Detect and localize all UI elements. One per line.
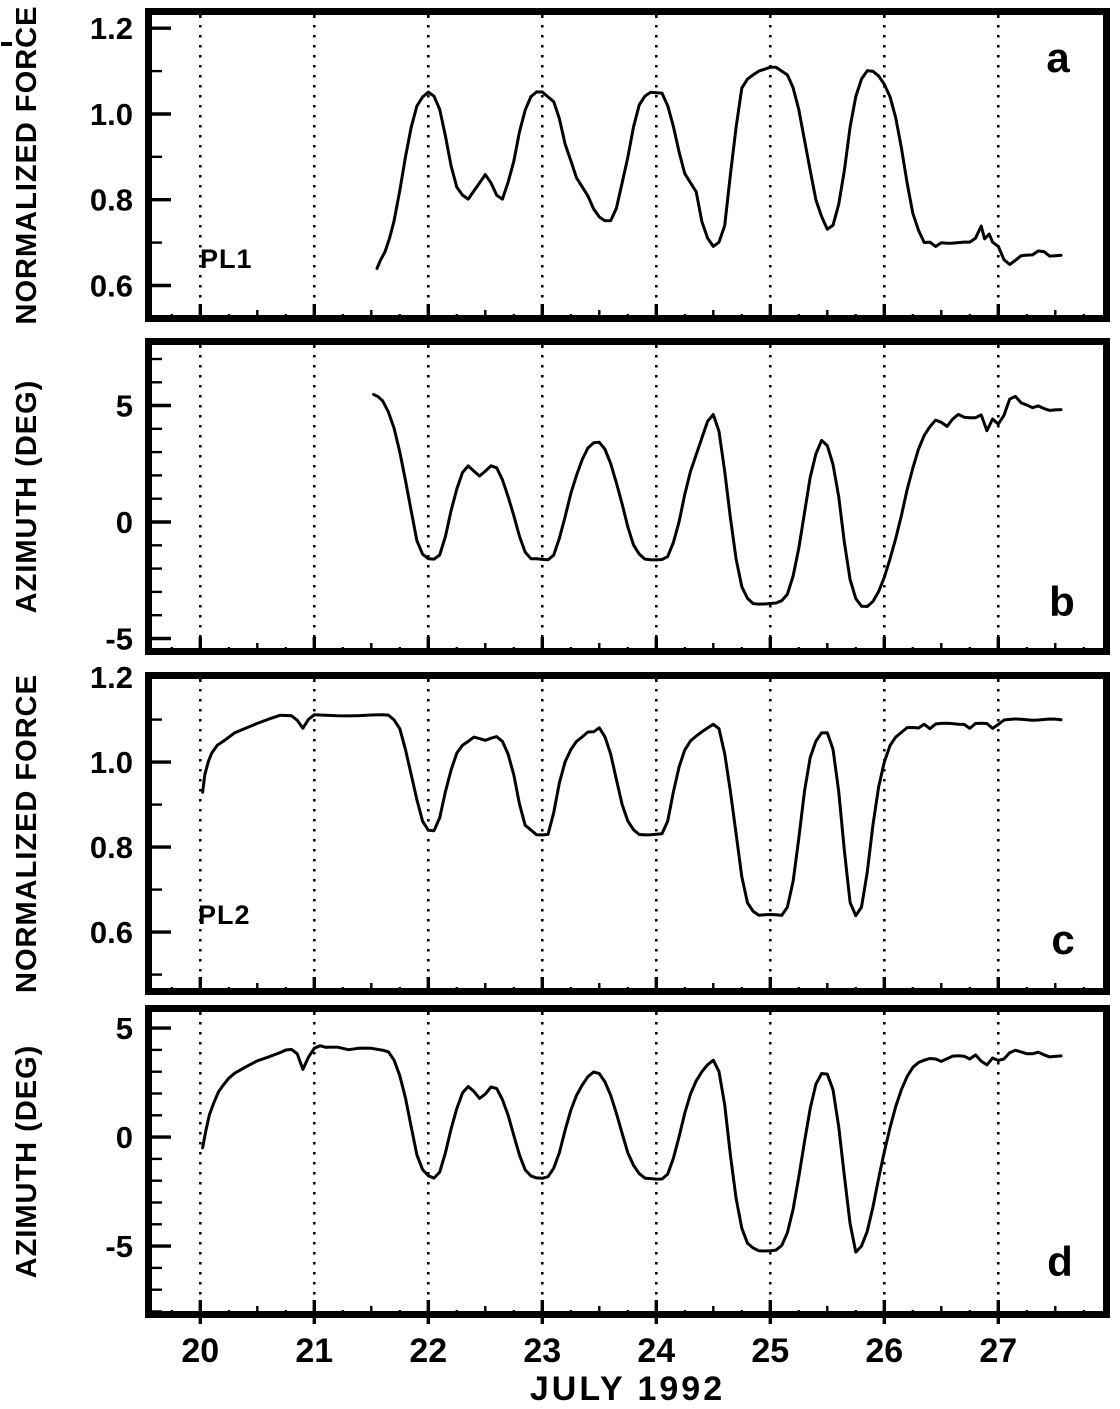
- y-axis-title-d: AZIMUTH (DEG): [11, 1045, 43, 1279]
- panel-b-frame: [145, 338, 1110, 655]
- panel-letter-a: a: [1046, 34, 1070, 81]
- y-tick-label: 0.6: [90, 915, 133, 950]
- y-tick-label: 5: [116, 1011, 133, 1046]
- panel-d: 5 0 -5 d AZIMUTH (DEG): [11, 1005, 1110, 1324]
- x-tick-label-26: 26: [865, 1332, 904, 1370]
- panel-c-frame: [145, 672, 1110, 995]
- y-tick-label: 5: [116, 389, 133, 424]
- pl2-c-curve: [201, 713, 1063, 918]
- y-tick-label: 1.2: [90, 11, 133, 46]
- y-tick-label: 1.0: [90, 745, 133, 780]
- y-tick-label: 0.8: [90, 183, 133, 218]
- y-tick-label: 0.6: [90, 269, 133, 304]
- y-axis-title-c: NORMALIZED FORCE: [11, 674, 43, 993]
- y-axis-title-b: AZIMUTH (DEG): [11, 380, 43, 614]
- scan-artifact-mark: [1, 42, 12, 46]
- pl1-a-curve: [375, 65, 1063, 270]
- x-tick-label-20: 20: [181, 1332, 220, 1370]
- x-axis-title: JULY 1992: [529, 1370, 726, 1408]
- panel-b: 5 0 -5 b AZIMUTH (DEG): [11, 338, 1110, 657]
- pl1-b-curve: [372, 392, 1063, 608]
- y-tick-label: 1.2: [90, 660, 133, 695]
- x-tick-label-23: 23: [523, 1332, 562, 1370]
- x-tick-label-25: 25: [751, 1332, 790, 1370]
- pl2-d-curve: [201, 1044, 1063, 1254]
- x-tick-label-24: 24: [637, 1332, 676, 1370]
- panel-c: 1.2 1.0 0.8 0.6 c PL2 NORMALIZED FORCE: [11, 660, 1110, 995]
- y-axis-title-a: NORMALIZED FORCE: [11, 6, 43, 325]
- panel-letter-b: b: [1049, 578, 1075, 625]
- y-tick-label: 0: [116, 1120, 133, 1155]
- y-tick-label: -5: [105, 1229, 133, 1264]
- panel-d-frame: [145, 1005, 1110, 1318]
- panel-a-frame: [145, 8, 1110, 322]
- y-tick-label: -5: [105, 622, 133, 657]
- series-label-pl2: PL2: [198, 900, 251, 930]
- series-label-pl1: PL1: [200, 244, 253, 274]
- y-tick-label: 1.0: [90, 97, 133, 132]
- x-tick-label-27: 27: [979, 1332, 1018, 1370]
- x-tick-label-22: 22: [409, 1332, 448, 1370]
- panel-letter-c: c: [1051, 916, 1074, 963]
- x-tick-label-21: 21: [295, 1332, 334, 1370]
- y-tick-label: 0.8: [90, 830, 133, 865]
- panel-letter-d: d: [1047, 1238, 1073, 1285]
- panel-a: 1.2 1.0 0.8 0.6 a PL1 NORMALIZED FORCE: [11, 6, 1110, 325]
- y-tick-label: 0: [116, 505, 133, 540]
